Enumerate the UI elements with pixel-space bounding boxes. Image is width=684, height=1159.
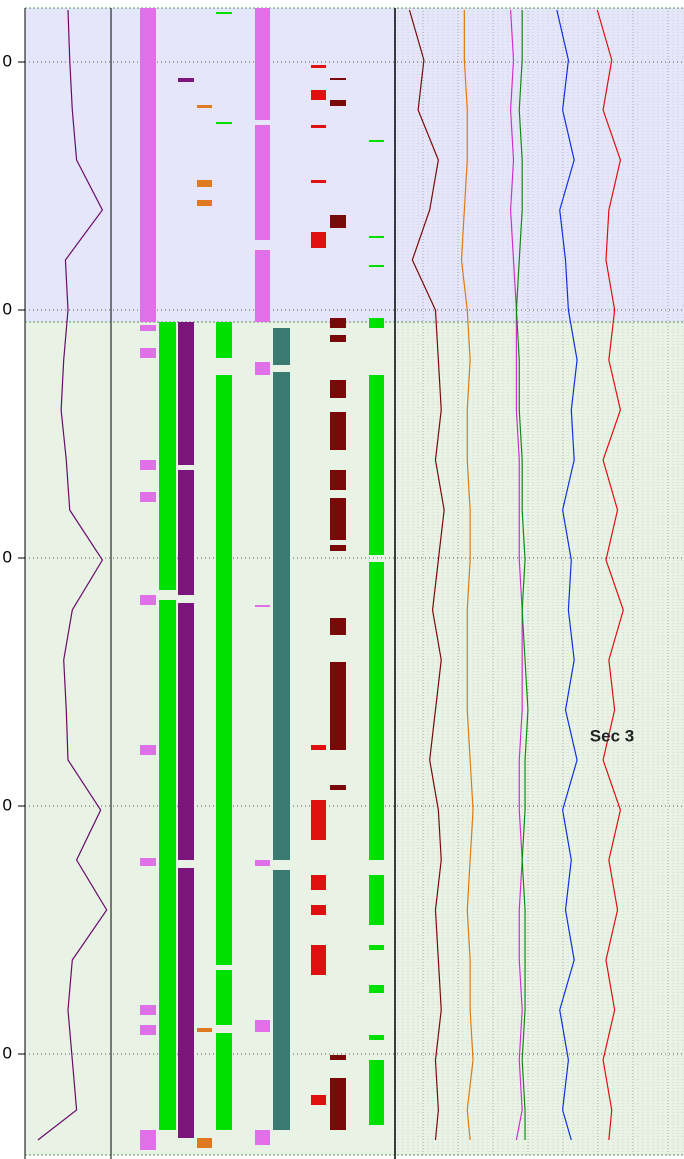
interval xyxy=(369,562,384,860)
log-curve xyxy=(408,9,445,1141)
y-tick-label: 0 xyxy=(3,51,12,70)
interval xyxy=(140,492,156,502)
interval xyxy=(197,200,212,206)
interval xyxy=(178,470,194,595)
y-tick-label: 0 xyxy=(3,547,12,566)
interval xyxy=(197,180,212,187)
interval xyxy=(197,1028,212,1032)
log-curve xyxy=(460,10,474,1141)
interval xyxy=(140,1025,156,1035)
log-curve xyxy=(596,9,624,1141)
y-tick-label: 0 xyxy=(3,299,12,318)
interval xyxy=(311,232,326,248)
interval xyxy=(311,905,326,915)
interval xyxy=(311,90,326,100)
interval xyxy=(330,618,346,635)
interval xyxy=(369,1035,384,1040)
interval xyxy=(330,545,346,551)
log-curve xyxy=(515,10,529,1140)
interval xyxy=(311,800,326,840)
interval xyxy=(311,65,326,68)
interval xyxy=(178,322,194,465)
interval xyxy=(140,1130,156,1150)
interval xyxy=(369,1060,384,1125)
interval xyxy=(140,858,156,866)
interval xyxy=(311,1095,326,1105)
interval xyxy=(330,78,346,80)
interval xyxy=(330,100,346,106)
interval xyxy=(255,605,270,607)
interval xyxy=(216,322,232,358)
interval xyxy=(369,985,384,993)
interval xyxy=(140,745,156,755)
interval xyxy=(369,265,384,267)
interval xyxy=(330,498,346,540)
interval xyxy=(255,860,270,866)
interval xyxy=(330,335,346,342)
interval xyxy=(140,595,156,605)
background xyxy=(24,7,684,1159)
interval xyxy=(216,12,232,14)
interval xyxy=(159,322,176,590)
interval xyxy=(197,105,212,108)
interval xyxy=(178,868,194,1138)
interval xyxy=(330,380,346,398)
interval xyxy=(273,870,290,1130)
interval xyxy=(330,412,346,450)
interval xyxy=(255,1020,270,1032)
interval xyxy=(369,318,384,328)
interval xyxy=(178,603,194,860)
log-curve xyxy=(37,9,108,1141)
interval xyxy=(159,600,176,1130)
interval xyxy=(311,125,326,128)
interval xyxy=(140,1005,156,1015)
interval xyxy=(330,785,346,790)
interval xyxy=(216,375,232,965)
plot: 0 0 0 0 0 xyxy=(3,8,624,1150)
interval xyxy=(255,125,270,240)
interval xyxy=(140,460,156,470)
interval xyxy=(216,970,232,1025)
interval xyxy=(255,1130,270,1145)
interval xyxy=(330,470,346,490)
y-tick-label: 0 xyxy=(3,795,12,814)
interval xyxy=(140,8,156,322)
interval xyxy=(216,122,232,124)
zone xyxy=(25,8,684,322)
interval xyxy=(273,372,290,860)
interval xyxy=(255,362,270,375)
interval xyxy=(311,875,326,890)
interval xyxy=(330,1055,346,1060)
interval xyxy=(216,1033,232,1130)
log-curve xyxy=(556,9,578,1141)
interval xyxy=(330,662,346,750)
interval xyxy=(330,318,346,328)
interval xyxy=(273,328,290,365)
interval xyxy=(140,348,156,358)
log-curve xyxy=(509,9,523,1141)
interval xyxy=(311,745,326,750)
interval xyxy=(369,236,384,238)
zone xyxy=(25,322,684,1155)
interval xyxy=(311,945,326,975)
y-tick-label: 0 xyxy=(3,1043,12,1062)
interval xyxy=(197,1138,212,1148)
annotation: Sec 3 xyxy=(590,726,634,745)
interval xyxy=(255,250,270,322)
interval xyxy=(140,325,156,331)
interval xyxy=(330,215,346,228)
interval xyxy=(311,180,326,183)
interval xyxy=(369,945,384,950)
interval xyxy=(330,1078,346,1130)
interval xyxy=(369,375,384,555)
interval xyxy=(255,8,270,120)
interval xyxy=(369,875,384,925)
interval xyxy=(369,140,384,142)
interval xyxy=(178,78,194,82)
